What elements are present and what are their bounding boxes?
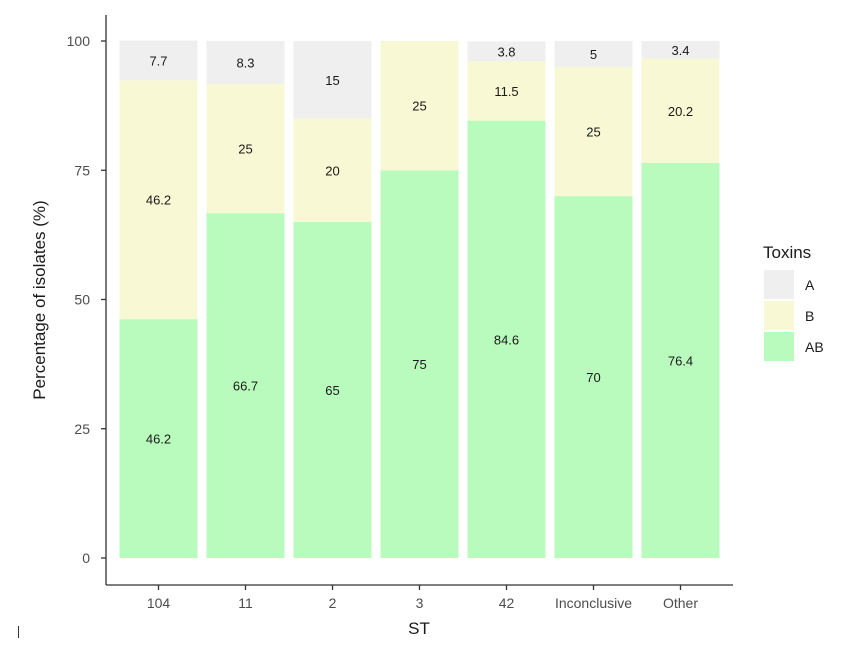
legend-key-b [764, 301, 794, 330]
x-tick-label: Inconclusive [555, 595, 632, 611]
y-tick-label: 100 [67, 33, 91, 49]
data-label-a-2: 15 [325, 73, 339, 88]
data-label-ab-11: 66.7 [233, 379, 258, 394]
bar-segment-a-2 [293, 41, 372, 119]
data-label-b-2: 20 [325, 163, 339, 178]
data-label-b-104: 46.2 [146, 193, 171, 208]
x-axis-title: ST [408, 619, 430, 638]
legend-key-ab [764, 332, 794, 361]
bar-segment-b-3 [380, 41, 459, 171]
y-axis-title: Percentage of isolates (%) [30, 200, 49, 399]
x-ticks-layer: 104 11 2 3 42 Inconclusive Other [147, 585, 698, 611]
data-label-ab-other: 76.4 [668, 354, 693, 369]
x-tick-label: 42 [499, 595, 515, 611]
data-label-a-42: 3.8 [497, 44, 515, 59]
y-tick-label: 0 [82, 550, 90, 566]
bar-segment-ab-11 [206, 213, 285, 558]
bar-segment-a-42 [467, 41, 546, 62]
bars-layer [119, 40, 720, 559]
stray-mark [18, 626, 19, 638]
data-label-a-104: 7.7 [149, 53, 167, 68]
bar-segment-ab-42 [467, 120, 546, 559]
bar-segment-a-other [641, 41, 720, 59]
legend-items: AB AB [764, 270, 824, 361]
bar-segment-ab-3 [380, 170, 459, 558]
data-label-ab-3: 75 [412, 357, 426, 372]
data-labels-layer: 46.2 46.2 7.7 66.7 25 8.3 65 20 15 75 25 84.6 11.5 3.… [146, 43, 693, 447]
y-tick-label: 25 [74, 421, 90, 437]
data-label-b-42: 11.5 [494, 84, 518, 99]
data-label-a-inconclusive: 5 [590, 47, 597, 62]
x-tick-label: 3 [416, 595, 424, 611]
bar-segment-b-inconclusive [554, 66, 633, 197]
x-tick-label: 2 [329, 595, 337, 611]
bar-segment-b-104 [119, 80, 198, 320]
legend-key-a [764, 270, 794, 299]
data-label-a-other: 3.4 [671, 43, 689, 58]
bar-segment-a-104 [119, 40, 198, 81]
data-label-b-inconclusive: 25 [586, 124, 600, 139]
data-label-ab-inconclusive: 70 [586, 370, 600, 385]
bar-segment-a-inconclusive [554, 41, 633, 67]
legend-label-a: A [805, 277, 815, 293]
bar-segment-ab-104 [119, 319, 198, 558]
data-label-b-other: 20.2 [668, 104, 693, 119]
bar-segment-b-42 [467, 61, 546, 121]
bar-segment-ab-inconclusive [554, 196, 633, 558]
x-tick-label: 11 [238, 595, 253, 611]
bar-segment-b-11 [206, 83, 285, 214]
legend: Toxins AB AB [763, 243, 824, 361]
data-label-ab-104: 46.2 [146, 432, 171, 447]
data-label-b-3: 25 [412, 99, 426, 114]
legend-title: Toxins [763, 243, 811, 262]
data-label-a-11: 8.3 [236, 55, 254, 70]
data-label-ab-2: 65 [325, 383, 339, 398]
bar-segment-ab-2 [293, 221, 372, 558]
bar-segment-b-2 [293, 118, 372, 222]
bar-segment-a-11 [206, 41, 285, 84]
x-tick-label: Other [663, 595, 698, 611]
bar-segment-ab-other [641, 163, 720, 558]
legend-label-ab: AB [805, 339, 824, 355]
data-label-b-11: 25 [238, 142, 252, 157]
y-tick-label: 75 [74, 162, 90, 178]
y-ticks-layer: 0 25 50 75 100 [67, 33, 106, 566]
x-tick-label: 104 [147, 595, 171, 611]
bar-segment-b-other [641, 58, 720, 164]
data-label-ab-42: 84.6 [494, 332, 519, 347]
y-tick-label: 50 [74, 292, 90, 308]
legend-label-b: B [805, 308, 814, 324]
